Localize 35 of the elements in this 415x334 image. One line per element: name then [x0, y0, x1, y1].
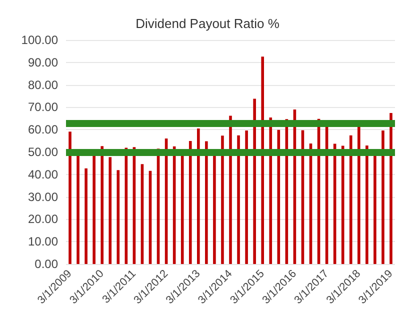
bar [374, 156, 376, 264]
bar [213, 156, 216, 264]
y-tick-label: 100.00 [21, 33, 58, 47]
bar [180, 156, 184, 264]
y-tick-label: 50.00 [28, 145, 58, 159]
y-tick-label: 40.00 [28, 167, 58, 182]
bar [277, 130, 280, 264]
bar [108, 157, 112, 264]
bar [221, 136, 224, 264]
bar [197, 128, 200, 264]
bar [245, 130, 248, 264]
bar [390, 113, 392, 264]
y-tick-label: 20.00 [28, 212, 58, 226]
bar [229, 116, 232, 264]
y-tick-label: 60.00 [28, 122, 58, 137]
y-tick-label: 80.00 [28, 78, 58, 92]
bar [349, 135, 352, 264]
bar [261, 56, 264, 264]
y-tick-label: 10.00 [28, 234, 58, 249]
y-tick-label: 30.00 [28, 190, 58, 204]
chart-title: Dividend Payout Ratio % [136, 16, 280, 31]
bar [205, 141, 208, 264]
bar [188, 141, 192, 264]
bar [68, 132, 72, 264]
bar [92, 154, 96, 264]
bar [100, 146, 104, 264]
bar [84, 168, 88, 264]
y-tick-label: 70.00 [28, 100, 58, 114]
bar [366, 146, 368, 264]
bar [357, 126, 360, 264]
bar [76, 154, 80, 264]
y-tick-label: 0.00 [34, 257, 58, 271]
y-tick-label: 90.00 [28, 55, 58, 70]
bar [237, 135, 240, 264]
bar [382, 130, 384, 264]
